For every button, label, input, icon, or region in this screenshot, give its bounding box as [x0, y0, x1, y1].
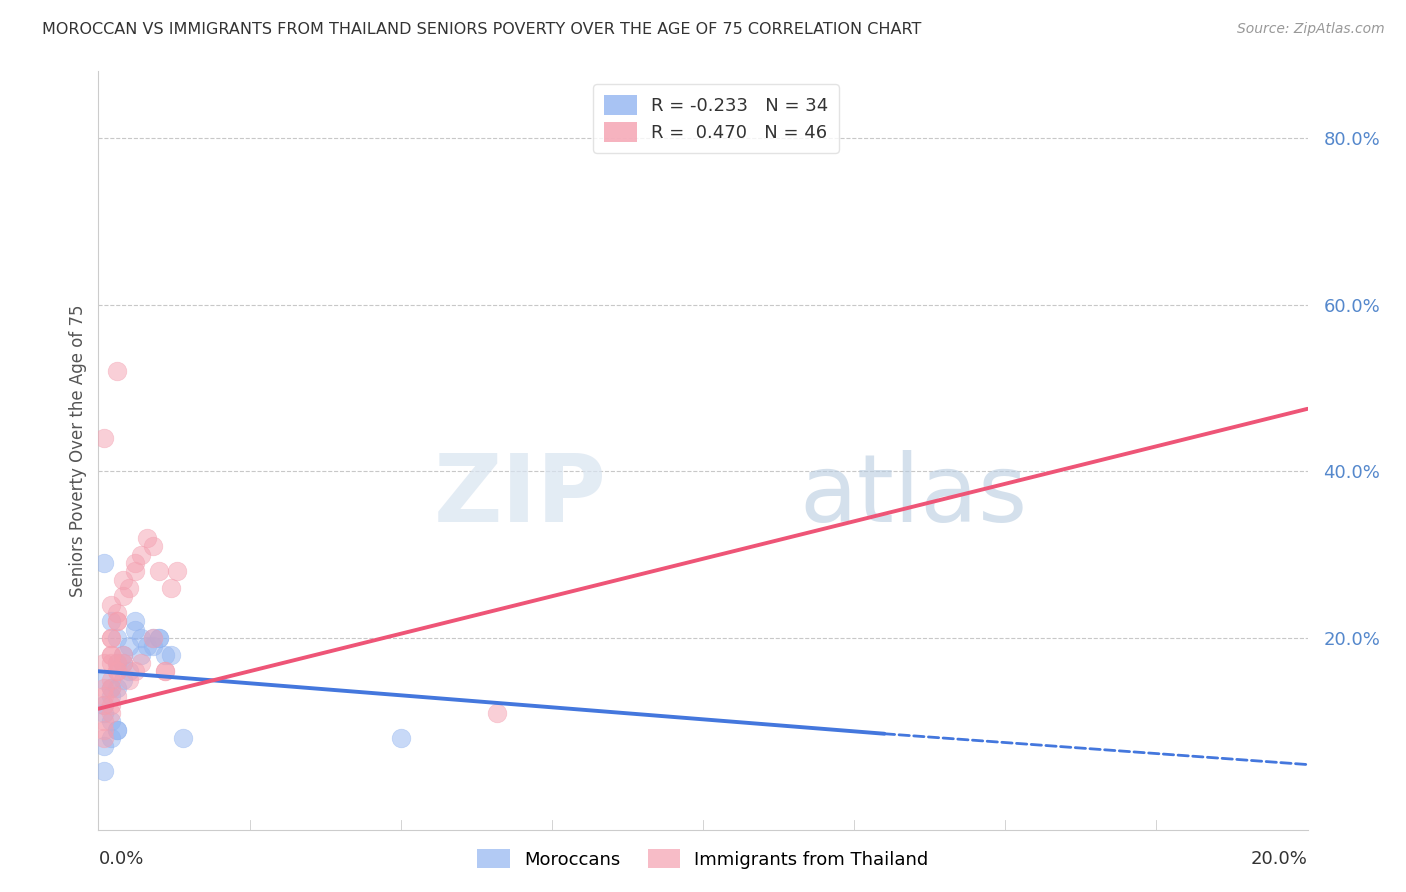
Point: [124, 623, 146, 637]
Point: [93, 714, 115, 729]
Point: [129, 648, 152, 662]
Point: [118, 665, 141, 679]
Point: [100, 631, 122, 645]
Point: [129, 656, 152, 670]
Point: [105, 606, 128, 620]
Point: [160, 581, 183, 595]
Point: [129, 548, 152, 562]
Point: [118, 640, 141, 654]
Point: [100, 656, 122, 670]
Point: [124, 614, 146, 628]
Point: [93, 698, 115, 712]
Point: [93, 656, 115, 670]
Text: MOROCCAN VS IMMIGRANTS FROM THAILAND SENIORS POVERTY OVER THE AGE OF 75 CORRELAT: MOROCCAN VS IMMIGRANTS FROM THAILAND SEN…: [42, 22, 921, 37]
Point: [93, 723, 115, 737]
Point: [105, 364, 128, 378]
Point: [93, 739, 115, 754]
Point: [105, 665, 128, 679]
Point: [105, 631, 128, 645]
Point: [148, 564, 170, 578]
Point: [160, 648, 183, 662]
Point: [100, 614, 122, 628]
Point: [100, 698, 122, 712]
Point: [153, 665, 176, 679]
Point: [486, 706, 509, 720]
Y-axis label: Seniors Poverty Over the Age of 75: Seniors Poverty Over the Age of 75: [69, 304, 87, 597]
Point: [100, 714, 122, 729]
Point: [142, 631, 165, 645]
Point: [100, 731, 122, 745]
Point: [100, 706, 122, 720]
Point: [153, 648, 176, 662]
Point: [105, 614, 128, 628]
Point: [142, 640, 165, 654]
Point: [153, 665, 176, 679]
Point: [111, 573, 134, 587]
Point: [389, 731, 412, 745]
Point: [93, 764, 115, 779]
Point: [105, 723, 128, 737]
Point: [148, 631, 170, 645]
Point: [111, 589, 134, 603]
Point: [129, 631, 152, 645]
Point: [124, 665, 146, 679]
Point: [111, 648, 134, 662]
Point: [93, 690, 115, 704]
Legend: Moroccans, Immigrants from Thailand: Moroccans, Immigrants from Thailand: [470, 841, 936, 876]
Point: [111, 673, 134, 687]
Legend: R = -0.233   N = 34, R =  0.470   N = 46: R = -0.233 N = 34, R = 0.470 N = 46: [593, 84, 839, 153]
Point: [105, 690, 128, 704]
Point: [100, 631, 122, 645]
Point: [124, 564, 146, 578]
Point: [93, 731, 115, 745]
Point: [135, 531, 157, 545]
Point: [100, 681, 122, 695]
Text: 0.0%: 0.0%: [98, 850, 143, 869]
Point: [105, 723, 128, 737]
Point: [105, 681, 128, 695]
Point: [118, 581, 141, 595]
Point: [105, 614, 128, 628]
Point: [166, 564, 188, 578]
Point: [93, 556, 115, 570]
Point: [93, 431, 115, 445]
Point: [111, 656, 134, 670]
Text: ZIP: ZIP: [433, 450, 606, 542]
Point: [172, 731, 194, 745]
Point: [105, 665, 128, 679]
Point: [93, 673, 115, 687]
Text: 20.0%: 20.0%: [1251, 850, 1308, 869]
Point: [105, 656, 128, 670]
Point: [148, 631, 170, 645]
Point: [105, 656, 128, 670]
Point: [124, 556, 146, 570]
Text: atlas: atlas: [800, 450, 1028, 542]
Point: [100, 673, 122, 687]
Point: [111, 656, 134, 670]
Point: [100, 690, 122, 704]
Text: Source: ZipAtlas.com: Source: ZipAtlas.com: [1237, 22, 1385, 37]
Point: [135, 640, 157, 654]
Point: [100, 681, 122, 695]
Point: [142, 631, 165, 645]
Point: [93, 698, 115, 712]
Point: [100, 648, 122, 662]
Point: [93, 706, 115, 720]
Point: [111, 648, 134, 662]
Point: [100, 598, 122, 612]
Point: [142, 539, 165, 553]
Point: [93, 681, 115, 695]
Point: [100, 648, 122, 662]
Point: [118, 673, 141, 687]
